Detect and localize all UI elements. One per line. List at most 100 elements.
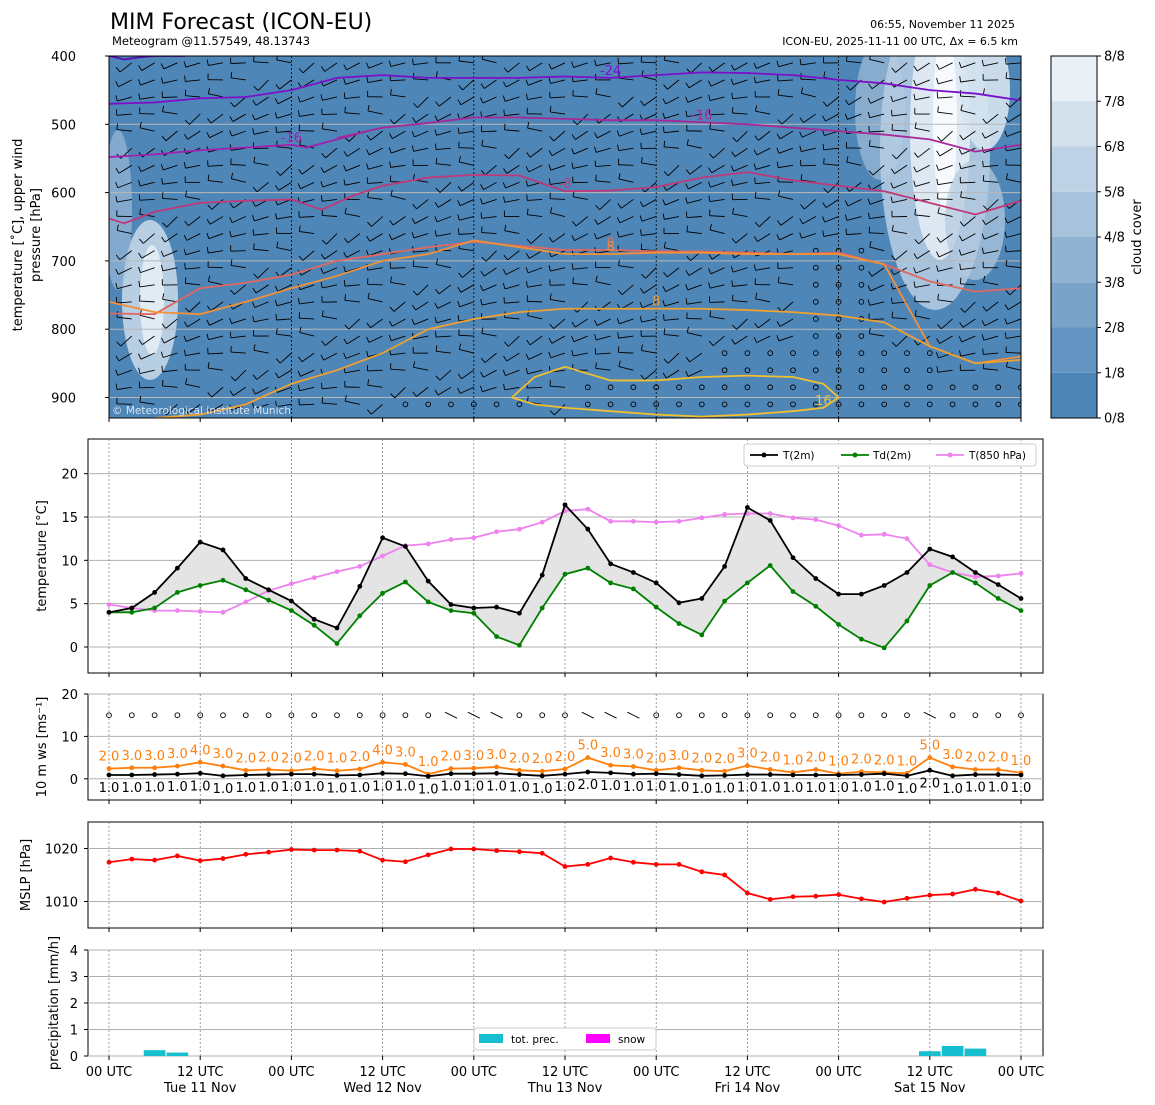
- mean-wind-label: 1.0: [304, 780, 325, 795]
- day-label: Thu 13 Nov: [527, 1081, 603, 1096]
- barb-flag: [730, 165, 735, 172]
- barb-staff: [415, 113, 429, 123]
- isotherm: [109, 239, 1021, 365]
- wind-barb: [1005, 259, 1021, 269]
- barb-flag: [936, 338, 940, 344]
- gust-label: 1.0: [418, 755, 439, 770]
- barb-flag: [504, 153, 509, 159]
- barb-staff: [595, 93, 611, 98]
- wind-barb: [663, 126, 680, 134]
- barb-staff: [940, 233, 953, 243]
- wind-barb: [686, 326, 702, 337]
- barb-flag: [343, 338, 348, 345]
- barb-staff: [1006, 178, 1021, 183]
- wind-barb: [161, 279, 178, 286]
- wind-barb: [109, 131, 110, 132]
- wind-barb: [754, 318, 771, 329]
- barb-flag: [185, 378, 188, 385]
- barb-flag: [594, 319, 598, 326]
- gust-label: 3.0: [486, 748, 507, 763]
- wind-barb: [480, 181, 497, 191]
- gust-point: [950, 764, 955, 770]
- wind-barb: [458, 329, 474, 337]
- wind-barb: [571, 233, 589, 242]
- barb-staff: [983, 281, 999, 286]
- barb-staff: [278, 369, 292, 379]
- td2m-point: [357, 613, 363, 619]
- wind-barb: [138, 266, 155, 274]
- calm-barb: [721, 350, 728, 356]
- barb-staff: [109, 250, 110, 252]
- barb-flag: [366, 76, 369, 83]
- wind-barb: [868, 140, 885, 149]
- barb-flag: [115, 196, 118, 203]
- wind-barb: [109, 353, 110, 354]
- wind-barb: [435, 258, 452, 269]
- mslp-point: [927, 892, 933, 898]
- barb-staff: [109, 335, 110, 337]
- barb-staff: [870, 181, 885, 191]
- barb-staff: [937, 96, 953, 99]
- wind-barb: [389, 216, 406, 226]
- calm-barb: [904, 350, 910, 356]
- t850-point: [448, 537, 454, 542]
- barb-staff: [758, 216, 771, 228]
- gust-point: [631, 764, 636, 769]
- isotherm-label: -24: [600, 64, 621, 79]
- barb-flag: [1005, 102, 1011, 108]
- mean-wind-point: [859, 772, 864, 777]
- td2m-point: [380, 590, 385, 596]
- wind-barb: [525, 367, 543, 375]
- barb-flag: [367, 221, 372, 227]
- wind-barb: [344, 395, 360, 405]
- barb-staff: [801, 233, 816, 239]
- barb-flag: [320, 253, 325, 260]
- barb-flag: [160, 337, 165, 344]
- barb-staff: [504, 284, 520, 290]
- barb-staff: [504, 301, 520, 304]
- barb-flag: [958, 61, 962, 68]
- barb-flag: [276, 328, 278, 335]
- colorbar-tick-label: 2/8: [1104, 321, 1125, 336]
- barb-staff: [917, 147, 931, 158]
- barb-staff: [299, 284, 315, 291]
- barb-flag: [685, 96, 689, 103]
- barb-flag: [571, 134, 576, 140]
- wind-barb: [754, 90, 771, 98]
- barb-flag: [753, 62, 757, 69]
- barb-staff: [573, 147, 588, 155]
- wind-barb: [936, 92, 953, 99]
- gust-label: 5.0: [577, 739, 598, 754]
- barb-flag: [480, 357, 486, 363]
- wind-barb: [525, 267, 543, 274]
- wind-barb: [138, 352, 155, 360]
- barb-flag: [161, 236, 166, 243]
- barb-flag: [343, 92, 346, 99]
- barb-staff: [618, 335, 634, 339]
- barb-flag: [867, 285, 871, 292]
- barb-staff: [301, 164, 315, 175]
- wind-barb: [412, 159, 429, 166]
- wind-barb: [549, 105, 566, 115]
- barb-flag: [663, 314, 665, 321]
- barb-flag: [525, 367, 529, 374]
- barb-flag: [94, 69, 98, 73]
- surface-calm-barb: [379, 712, 386, 719]
- wind-barb: [685, 211, 702, 219]
- wind-barb: [913, 267, 930, 274]
- wind-barb: [457, 199, 474, 207]
- barb-staff: [116, 301, 132, 304]
- barb-staff: [572, 196, 588, 200]
- precip-bar: [143, 1050, 166, 1056]
- wind-barb: [161, 233, 178, 243]
- barb-staff: [938, 62, 953, 70]
- wind-barb: [981, 59, 999, 67]
- wind-barb: [936, 147, 953, 157]
- wind-barb: [160, 250, 178, 257]
- barb-staff: [109, 96, 110, 98]
- barb-flag: [183, 234, 188, 241]
- barb-staff: [414, 216, 429, 224]
- barb-staff: [549, 96, 566, 99]
- barb-staff: [413, 147, 429, 152]
- barb-flag: [162, 293, 165, 300]
